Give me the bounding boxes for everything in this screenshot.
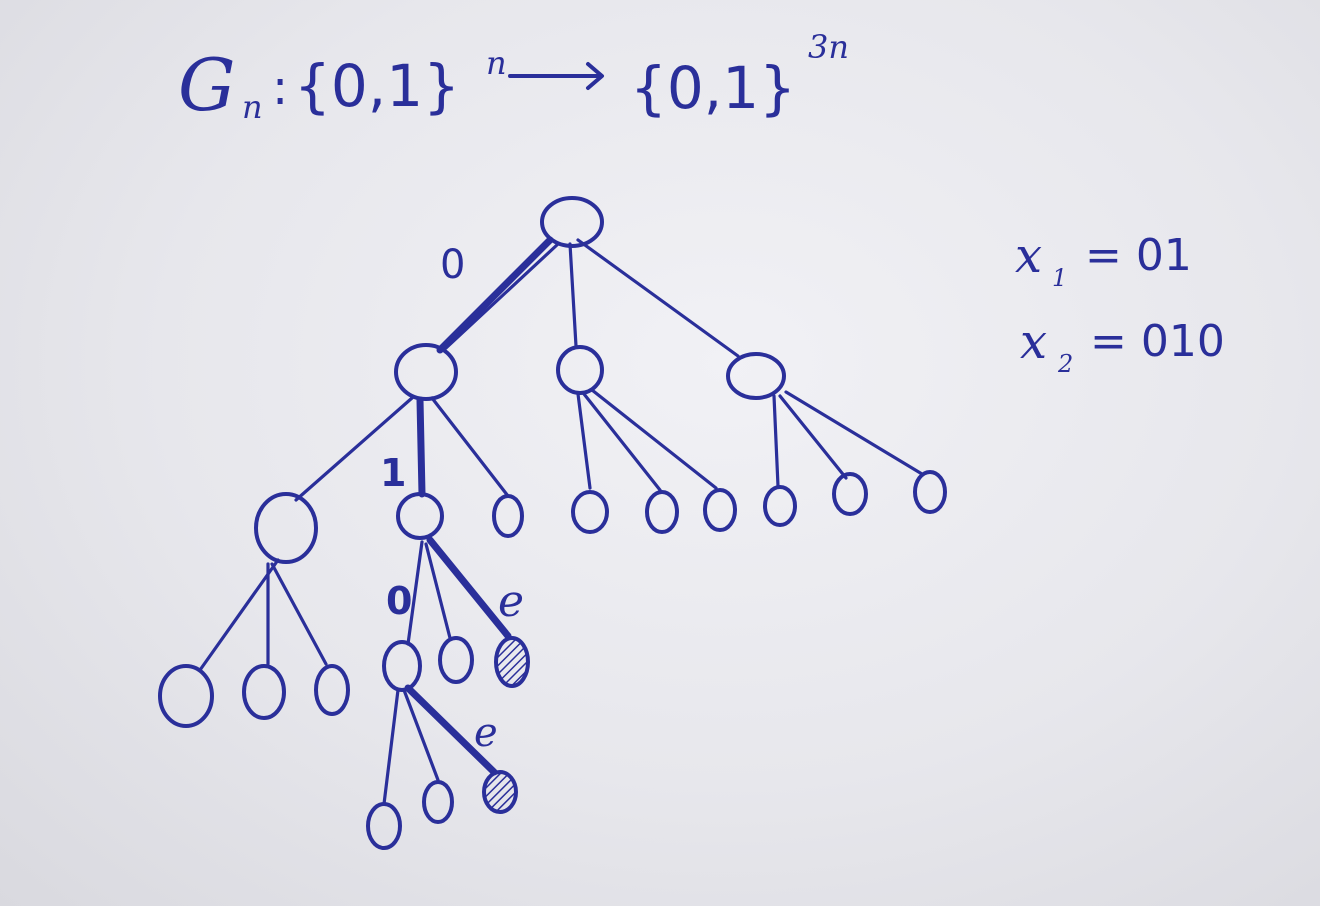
x1-value: = 01 (1085, 230, 1192, 281)
x2-value: = 010 (1090, 316, 1225, 367)
label-left-middle: 1 (380, 451, 406, 495)
label-deep-right: e (474, 710, 498, 756)
tree-edges (198, 236, 924, 806)
node-level2-d (571, 490, 609, 534)
node-level4-a (366, 802, 402, 850)
node-level1-right (726, 352, 786, 400)
edge-root-middle (568, 242, 578, 348)
edge-deep-to-1 (382, 688, 400, 806)
codomain-exponent: 3n (808, 28, 849, 66)
x1-subscript: 1 (1052, 264, 1067, 292)
node-level3-mid (438, 636, 474, 684)
node-level1-middle (556, 345, 604, 395)
node-level3-b (242, 664, 286, 720)
title-formula: G n : {0,1} n {0,1} 3n (178, 28, 849, 127)
node-level1-left (394, 343, 458, 401)
annotation-x1: x 1 = 01 (1015, 228, 1192, 292)
domain-set: {0,1} (294, 52, 460, 120)
codomain-set: {0,1} (630, 54, 796, 122)
node-level4-b (422, 780, 454, 824)
label-middle-left: 0 (386, 579, 412, 623)
edge-root-left-double (444, 242, 560, 350)
label-middle-right: e (498, 576, 524, 627)
node-level2-h (832, 472, 868, 516)
x2-variable: x (1020, 314, 1047, 370)
edge-left-to-b-bold (416, 396, 426, 498)
tree-nodes (158, 196, 947, 850)
edge-bigleft-to-1 (198, 558, 280, 672)
node-level2-c (492, 494, 524, 538)
edge-right-to-2 (778, 394, 848, 480)
node-root (540, 196, 604, 248)
x1-variable: x (1015, 228, 1042, 284)
node-level2-g (763, 485, 797, 527)
colon: : (272, 60, 288, 116)
edge-right-to-3 (784, 390, 924, 476)
node-level2-e (645, 490, 679, 534)
node-level2-i (913, 470, 947, 514)
edge-b-to-mid (424, 542, 452, 640)
node-level2-a (254, 492, 318, 564)
edge-b-to-deep (406, 540, 424, 646)
edge-mid-to-3 (590, 388, 718, 490)
edge-root-left-bold (436, 236, 554, 354)
function-subscript: n (242, 88, 263, 126)
label-root-left: 0 (440, 242, 465, 288)
edge-mid-to-2 (582, 392, 662, 492)
node-level3-shaded (494, 636, 530, 688)
node-level2-f (703, 488, 737, 532)
node-level3-a (158, 664, 214, 728)
node-level3-deep (382, 640, 422, 692)
x2-subscript: 2 (1057, 350, 1073, 378)
annotation-x2: x 2 = 010 (1020, 314, 1225, 378)
edge-bigleft-to-3 (270, 562, 328, 666)
edge-left-to-a (294, 396, 414, 502)
edge-root-right (576, 238, 740, 358)
arrow-icon (508, 62, 604, 90)
edge-b-to-shaded (426, 536, 512, 640)
edge-left-to-c (430, 396, 510, 498)
node-level2-b (396, 492, 444, 540)
domain-exponent: n (486, 44, 507, 82)
function-symbol: G (178, 43, 236, 127)
edge-right-to-1 (772, 394, 780, 488)
edge-labels: 0 1 0 e e (380, 242, 524, 756)
edge-deep-to-shaded (404, 684, 498, 776)
edge-deep-to-2 (402, 688, 440, 782)
node-level4-shaded (482, 770, 518, 814)
node-level3-c (314, 664, 350, 716)
edge-mid-to-1 (576, 392, 592, 490)
